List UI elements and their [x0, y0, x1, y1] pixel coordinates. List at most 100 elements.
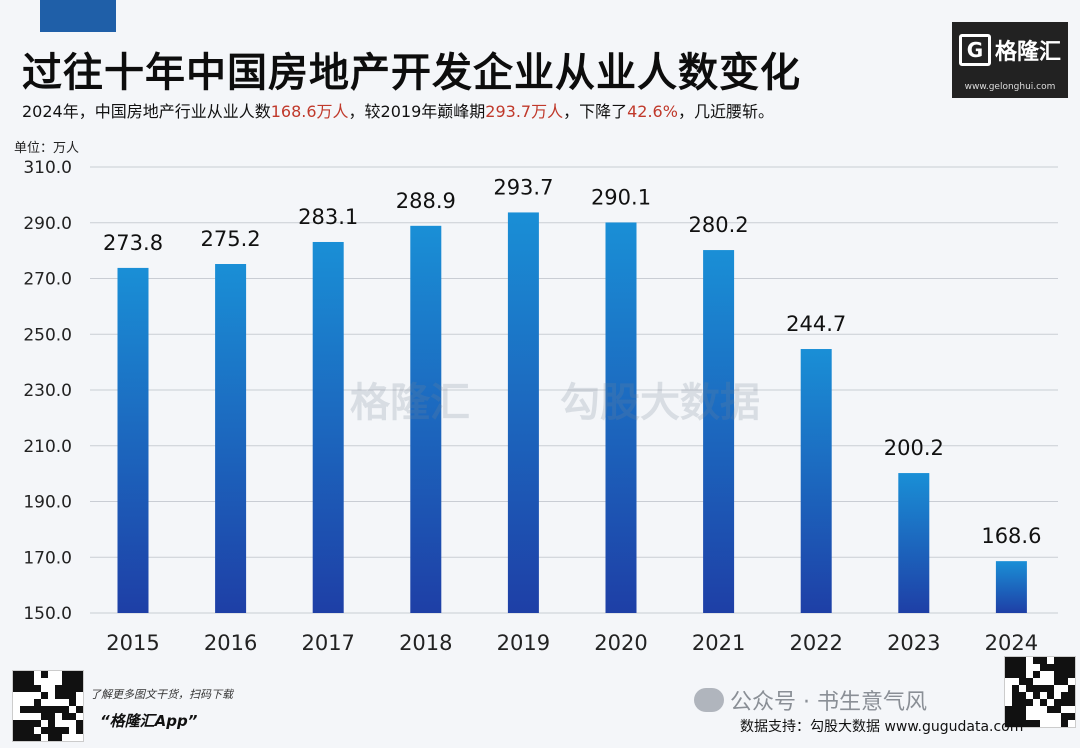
y-tick-label: 210.0 — [23, 437, 72, 457]
unit-label: 单位：万人 — [14, 141, 80, 156]
footer-account: 公众号 · 书生意气风 — [730, 690, 927, 715]
brand-name: 格隆汇 — [994, 40, 1061, 65]
bar-value-label: 293.7 — [493, 175, 553, 199]
qr-module — [69, 713, 76, 720]
qr-module — [13, 734, 20, 741]
qr-module — [1040, 657, 1047, 664]
watermark-left: 格隆汇 — [350, 380, 470, 426]
qr-module — [1040, 685, 1047, 692]
qr-module — [1068, 664, 1075, 671]
watermark-right: 勾股大数据 — [560, 380, 760, 426]
qr-module — [55, 692, 62, 699]
y-tick-label: 250.0 — [23, 325, 72, 345]
qr-module — [1026, 699, 1033, 706]
qr-module — [76, 706, 83, 713]
qr-module — [62, 706, 69, 713]
qr-module — [1005, 713, 1012, 720]
y-axis: 150.0 170.0 190.0 210.0 230.0 250.0 270.0 290.0… — [23, 158, 72, 624]
qr-module — [1061, 713, 1068, 720]
qr-module — [48, 727, 55, 734]
qr-module — [62, 727, 69, 734]
x-tick-label: 2023 — [887, 631, 940, 655]
qr-module — [27, 734, 34, 741]
qr-module — [27, 678, 34, 685]
qr-module — [76, 685, 83, 692]
qr-module — [48, 706, 55, 713]
qr-module — [1012, 685, 1019, 692]
qr-module — [41, 713, 48, 720]
page-title: 过往十年中国房地产开发企业从业人数变化 — [22, 50, 801, 96]
qr-module — [76, 720, 83, 727]
qr-module — [55, 685, 62, 692]
qr-module — [1061, 678, 1068, 685]
bar — [312, 241, 344, 613]
qr-module — [69, 678, 76, 685]
bar — [117, 267, 149, 613]
bar — [703, 250, 735, 613]
qr-module — [76, 678, 83, 685]
subtitle-value-decline: 42.6% — [627, 102, 678, 121]
qr-module — [41, 671, 48, 678]
qr-module — [1012, 706, 1019, 713]
bar-value-label: 283.1 — [298, 205, 358, 229]
y-tick-label: 310.0 — [23, 158, 72, 178]
qr-module — [1068, 692, 1075, 699]
qr-module — [1005, 720, 1012, 727]
qr-module — [1068, 657, 1075, 664]
qr-module — [34, 734, 41, 741]
qr-module — [1040, 699, 1047, 706]
qr-module — [48, 720, 55, 727]
bar-value-label: 280.2 — [689, 213, 749, 237]
qr-module — [20, 734, 27, 741]
qr-module — [1012, 699, 1019, 706]
qr-module — [48, 734, 55, 741]
qr-module — [62, 713, 69, 720]
qr-module — [1033, 685, 1040, 692]
qr-module — [1061, 664, 1068, 671]
qr-module — [62, 671, 69, 678]
footer-app-name: “格隆汇App” — [100, 712, 198, 730]
qr-module — [1019, 692, 1026, 699]
bar-value-label: 244.7 — [786, 312, 846, 336]
qr-module — [20, 706, 27, 713]
x-axis: 2015 2016 2017 2018 2019 2020 2021 2022 2023 2024 — [106, 631, 1038, 655]
qr-module — [41, 692, 48, 699]
qr-module — [1026, 720, 1033, 727]
y-tick-label: 290.0 — [23, 214, 72, 234]
qr-module — [34, 706, 41, 713]
bar-value-label: 275.2 — [201, 227, 261, 251]
qr-module — [55, 734, 62, 741]
y-tick-label: 190.0 — [23, 493, 72, 513]
qr-module — [62, 692, 69, 699]
qr-module — [69, 692, 76, 699]
qr-module — [48, 713, 55, 720]
qr-module — [13, 678, 20, 685]
footer-source: 数据支持：勾股大数据 www.gugudata.com — [740, 719, 1024, 735]
qr-module — [1012, 713, 1019, 720]
qr-module — [69, 685, 76, 692]
qr-module — [1047, 685, 1054, 692]
corner-tab — [40, 0, 116, 32]
qr-module — [1026, 685, 1033, 692]
qr-module — [1019, 678, 1026, 685]
qr-module — [1019, 657, 1026, 664]
qr-module — [34, 685, 41, 692]
qr-module — [1054, 671, 1061, 678]
qr-module — [1033, 671, 1040, 678]
bar — [215, 264, 247, 613]
x-tick-label: 2015 — [106, 631, 159, 655]
qr-code-left — [12, 670, 84, 742]
qr-module — [1019, 720, 1026, 727]
brand-g-icon: G — [958, 34, 991, 66]
qr-module — [1012, 664, 1019, 671]
bar — [800, 349, 832, 613]
qr-module — [1040, 664, 1047, 671]
qr-module — [1019, 713, 1026, 720]
qr-module — [1061, 692, 1068, 699]
qr-module — [62, 685, 69, 692]
qr-module — [1033, 657, 1040, 664]
subtitle-text-3: ，下降了 — [563, 102, 628, 121]
x-tick-label: 2024 — [985, 631, 1038, 655]
qr-module — [20, 671, 27, 678]
qr-module — [1061, 671, 1068, 678]
